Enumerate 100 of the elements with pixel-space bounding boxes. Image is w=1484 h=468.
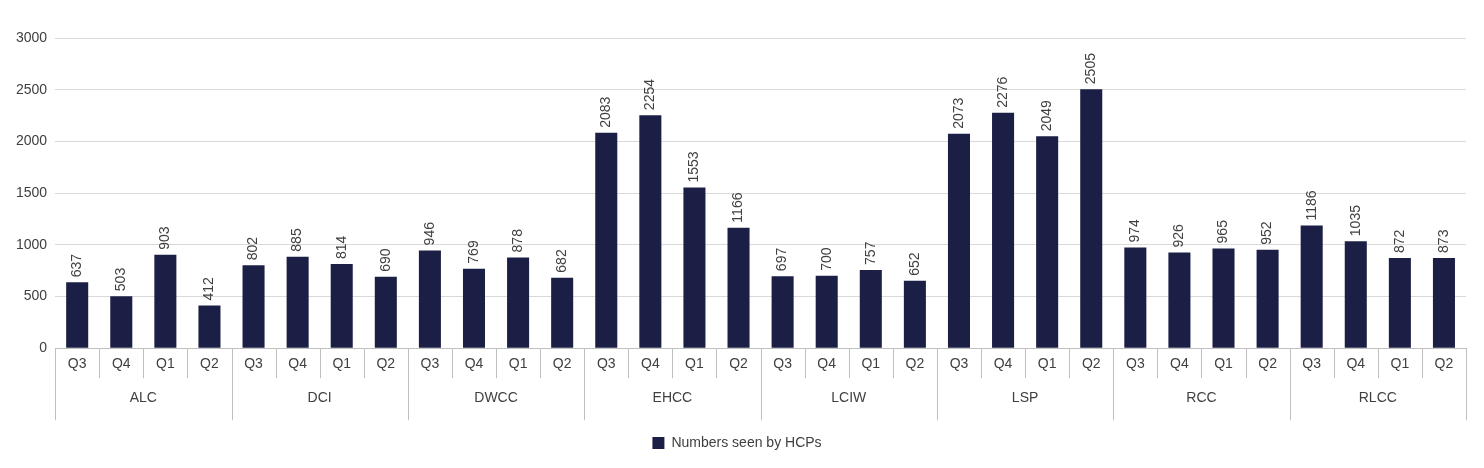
data-label: 873 [1434, 229, 1451, 253]
y-tick-label: 3000 [15, 28, 48, 45]
bar [947, 133, 970, 348]
bar [551, 277, 574, 348]
data-label: 2073 [949, 97, 966, 129]
x-tick-label: Q1 [332, 355, 352, 372]
data-label: 974 [1126, 218, 1143, 243]
x-tick-label: Q3 [949, 355, 969, 372]
data-label: 926 [1170, 223, 1187, 248]
bar [815, 275, 838, 348]
bar [462, 268, 486, 348]
data-label: 946 [420, 221, 437, 246]
data-label: 1035 [1346, 204, 1363, 237]
bar [859, 269, 882, 348]
bar [242, 265, 265, 348]
bar [727, 227, 750, 348]
x-tick-label: Q2 [376, 355, 396, 372]
x-tick-label: Q4 [993, 355, 1013, 372]
bar [683, 187, 706, 348]
x-tick-label: Q1 [1214, 355, 1234, 372]
bar [1344, 241, 1367, 348]
data-label: 697 [773, 247, 790, 272]
bar [198, 305, 221, 348]
bar [1388, 258, 1411, 348]
y-tick-label: 2000 [15, 132, 48, 149]
data-label: 503 [112, 267, 129, 292]
bar [418, 250, 441, 348]
text: ALC [129, 389, 157, 406]
x-tick-label: Q2 [1258, 355, 1278, 372]
x-tick-label: Q3 [1302, 355, 1322, 372]
text: LCIW [831, 389, 868, 406]
bar [374, 276, 397, 348]
bar [66, 282, 89, 348]
text: DWCC [474, 389, 518, 406]
text: LSP [1011, 389, 1039, 406]
x-tick-label: Q4 [817, 355, 837, 372]
x-tick-label: Q1 [861, 355, 881, 372]
x-tick-label: Q3 [67, 355, 87, 372]
data-label: 2083 [597, 96, 614, 128]
data-label: 2276 [993, 76, 1010, 108]
data-label: 878 [508, 228, 525, 253]
bar [639, 115, 662, 348]
x-tick-label: Q4 [464, 355, 484, 372]
y-tick-label: 500 [23, 287, 48, 304]
data-label: 872 [1390, 229, 1407, 254]
data-label: 1553 [685, 151, 702, 183]
text: EHCC [652, 389, 693, 406]
text: DCI [307, 389, 332, 406]
y-tick-label: 1500 [15, 183, 48, 200]
data-label: 769 [464, 240, 481, 264]
x-tick-label: Q1 [685, 355, 704, 372]
data-label: 412 [200, 277, 217, 301]
x-tick-label: Q3 [773, 355, 793, 372]
bar [992, 112, 1015, 348]
x-tick-label: Q2 [729, 355, 749, 372]
data-label: 700 [817, 247, 834, 271]
data-label: 690 [376, 248, 393, 272]
data-label: 1186 [1302, 190, 1319, 221]
x-tick-label: Q4 [111, 355, 131, 372]
x-tick-label: Q2 [200, 355, 219, 372]
data-label: 2049 [1038, 99, 1055, 132]
x-tick-label: Q4 [1170, 355, 1189, 372]
bar [903, 280, 926, 348]
x-tick-label: Q3 [420, 355, 440, 372]
data-label: 885 [288, 228, 305, 252]
bar [286, 256, 309, 348]
bar [1168, 252, 1191, 348]
data-label: 2505 [1082, 52, 1099, 85]
text: RLCC [1358, 389, 1397, 406]
bar [1432, 257, 1455, 348]
x-tick-label: Q1 [1037, 355, 1057, 372]
x-tick-label: Q2 [1434, 355, 1454, 372]
data-label: 757 [861, 241, 878, 265]
text: RCC [1186, 389, 1217, 406]
data-label: 903 [156, 226, 173, 250]
x-tick-label: Q4 [1346, 355, 1366, 372]
data-label: 652 [905, 252, 922, 276]
y-tick-label: 1000 [15, 235, 48, 252]
bar [507, 257, 530, 348]
bar [1080, 89, 1103, 348]
x-tick-label: Q2 [552, 355, 572, 372]
x-tick-label: Q3 [596, 355, 616, 372]
data-label: 965 [1214, 219, 1231, 244]
bar [595, 132, 618, 348]
bar [110, 296, 133, 348]
bar [771, 276, 794, 348]
bar [154, 254, 177, 348]
data-label: 952 [1258, 221, 1275, 245]
x-tick-label: Q1 [508, 355, 528, 372]
bar [1256, 249, 1279, 348]
x-tick-label: Q1 [156, 355, 175, 372]
data-label: 2254 [641, 78, 658, 111]
data-label: 637 [68, 253, 85, 278]
x-tick-label: Q4 [641, 355, 660, 372]
data-label: 1166 [729, 192, 746, 223]
data-label: 802 [244, 236, 261, 261]
x-tick-label: Q3 [1125, 355, 1145, 372]
data-label: 682 [553, 249, 570, 273]
bar [1212, 248, 1235, 348]
legend-label: Numbers seen by HCPs [671, 433, 822, 450]
